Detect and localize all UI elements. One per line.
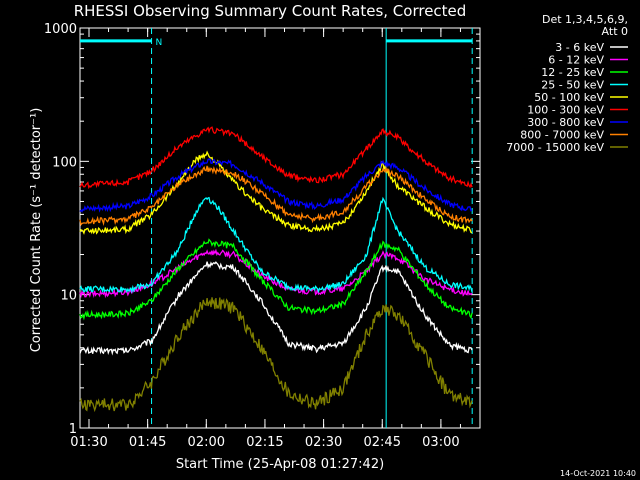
series-line	[79, 297, 473, 413]
x-axis-label: Start Time (25-Apr-08 01:27:42)	[176, 457, 384, 472]
x-tick-label: 03:00	[422, 435, 459, 450]
timestamp: 14-Oct-2021 10:40	[560, 469, 636, 478]
legend-entry-label: 50 - 100 keV	[534, 91, 604, 104]
legend-entry-label: 300 - 800 keV	[527, 116, 604, 129]
x-tick-label: 02:45	[364, 435, 401, 450]
legend-entry-label: 7000 - 15000 keV	[506, 141, 604, 154]
y-tick-label: 1	[69, 422, 77, 437]
plot-area: 1 10 100 1000 01:30 01:45 02:00 02:15 02:30 02:45…	[44, 22, 481, 450]
x-tick-label: 02:15	[246, 435, 283, 450]
legend-entry-label: 6 - 12 keV	[548, 54, 604, 67]
x-tick-label: 02:30	[305, 435, 342, 450]
x-tick-label: 01:45	[129, 435, 166, 450]
series-line	[79, 150, 473, 235]
y-tick-label: 100	[52, 155, 77, 170]
series-line	[79, 165, 473, 227]
series-line	[79, 238, 473, 321]
attenuator-label: N	[156, 38, 163, 48]
legend-entry-label: 3 - 6 keV	[555, 41, 604, 54]
y-tick-label: 1000	[44, 22, 77, 37]
legend-header: Det 1,3,4,5,6,9,	[542, 13, 628, 26]
series-line	[79, 196, 473, 294]
x-tick-label: 01:30	[70, 435, 107, 450]
legend-header: Att 0	[602, 25, 628, 38]
series-line	[79, 248, 473, 299]
y-tick-label: 10	[60, 289, 77, 304]
legend-entry-label: 25 - 50 keV	[541, 79, 604, 92]
legend-entry-label: 800 - 7000 keV	[520, 129, 604, 142]
plot-frame	[79, 27, 481, 429]
legend-entry-label: 12 - 25 keV	[541, 66, 604, 79]
chart-title: RHESSI Observing Summary Count Rates, Co…	[74, 2, 467, 20]
y-axis-label: Corrected Count Rate (s⁻¹ detector⁻¹)	[29, 108, 44, 353]
legend-entry-label: 100 - 300 keV	[527, 104, 604, 117]
series-line	[79, 261, 473, 356]
series-line	[79, 126, 473, 190]
series-line	[79, 158, 473, 213]
x-tick-label: 02:00	[188, 435, 225, 450]
